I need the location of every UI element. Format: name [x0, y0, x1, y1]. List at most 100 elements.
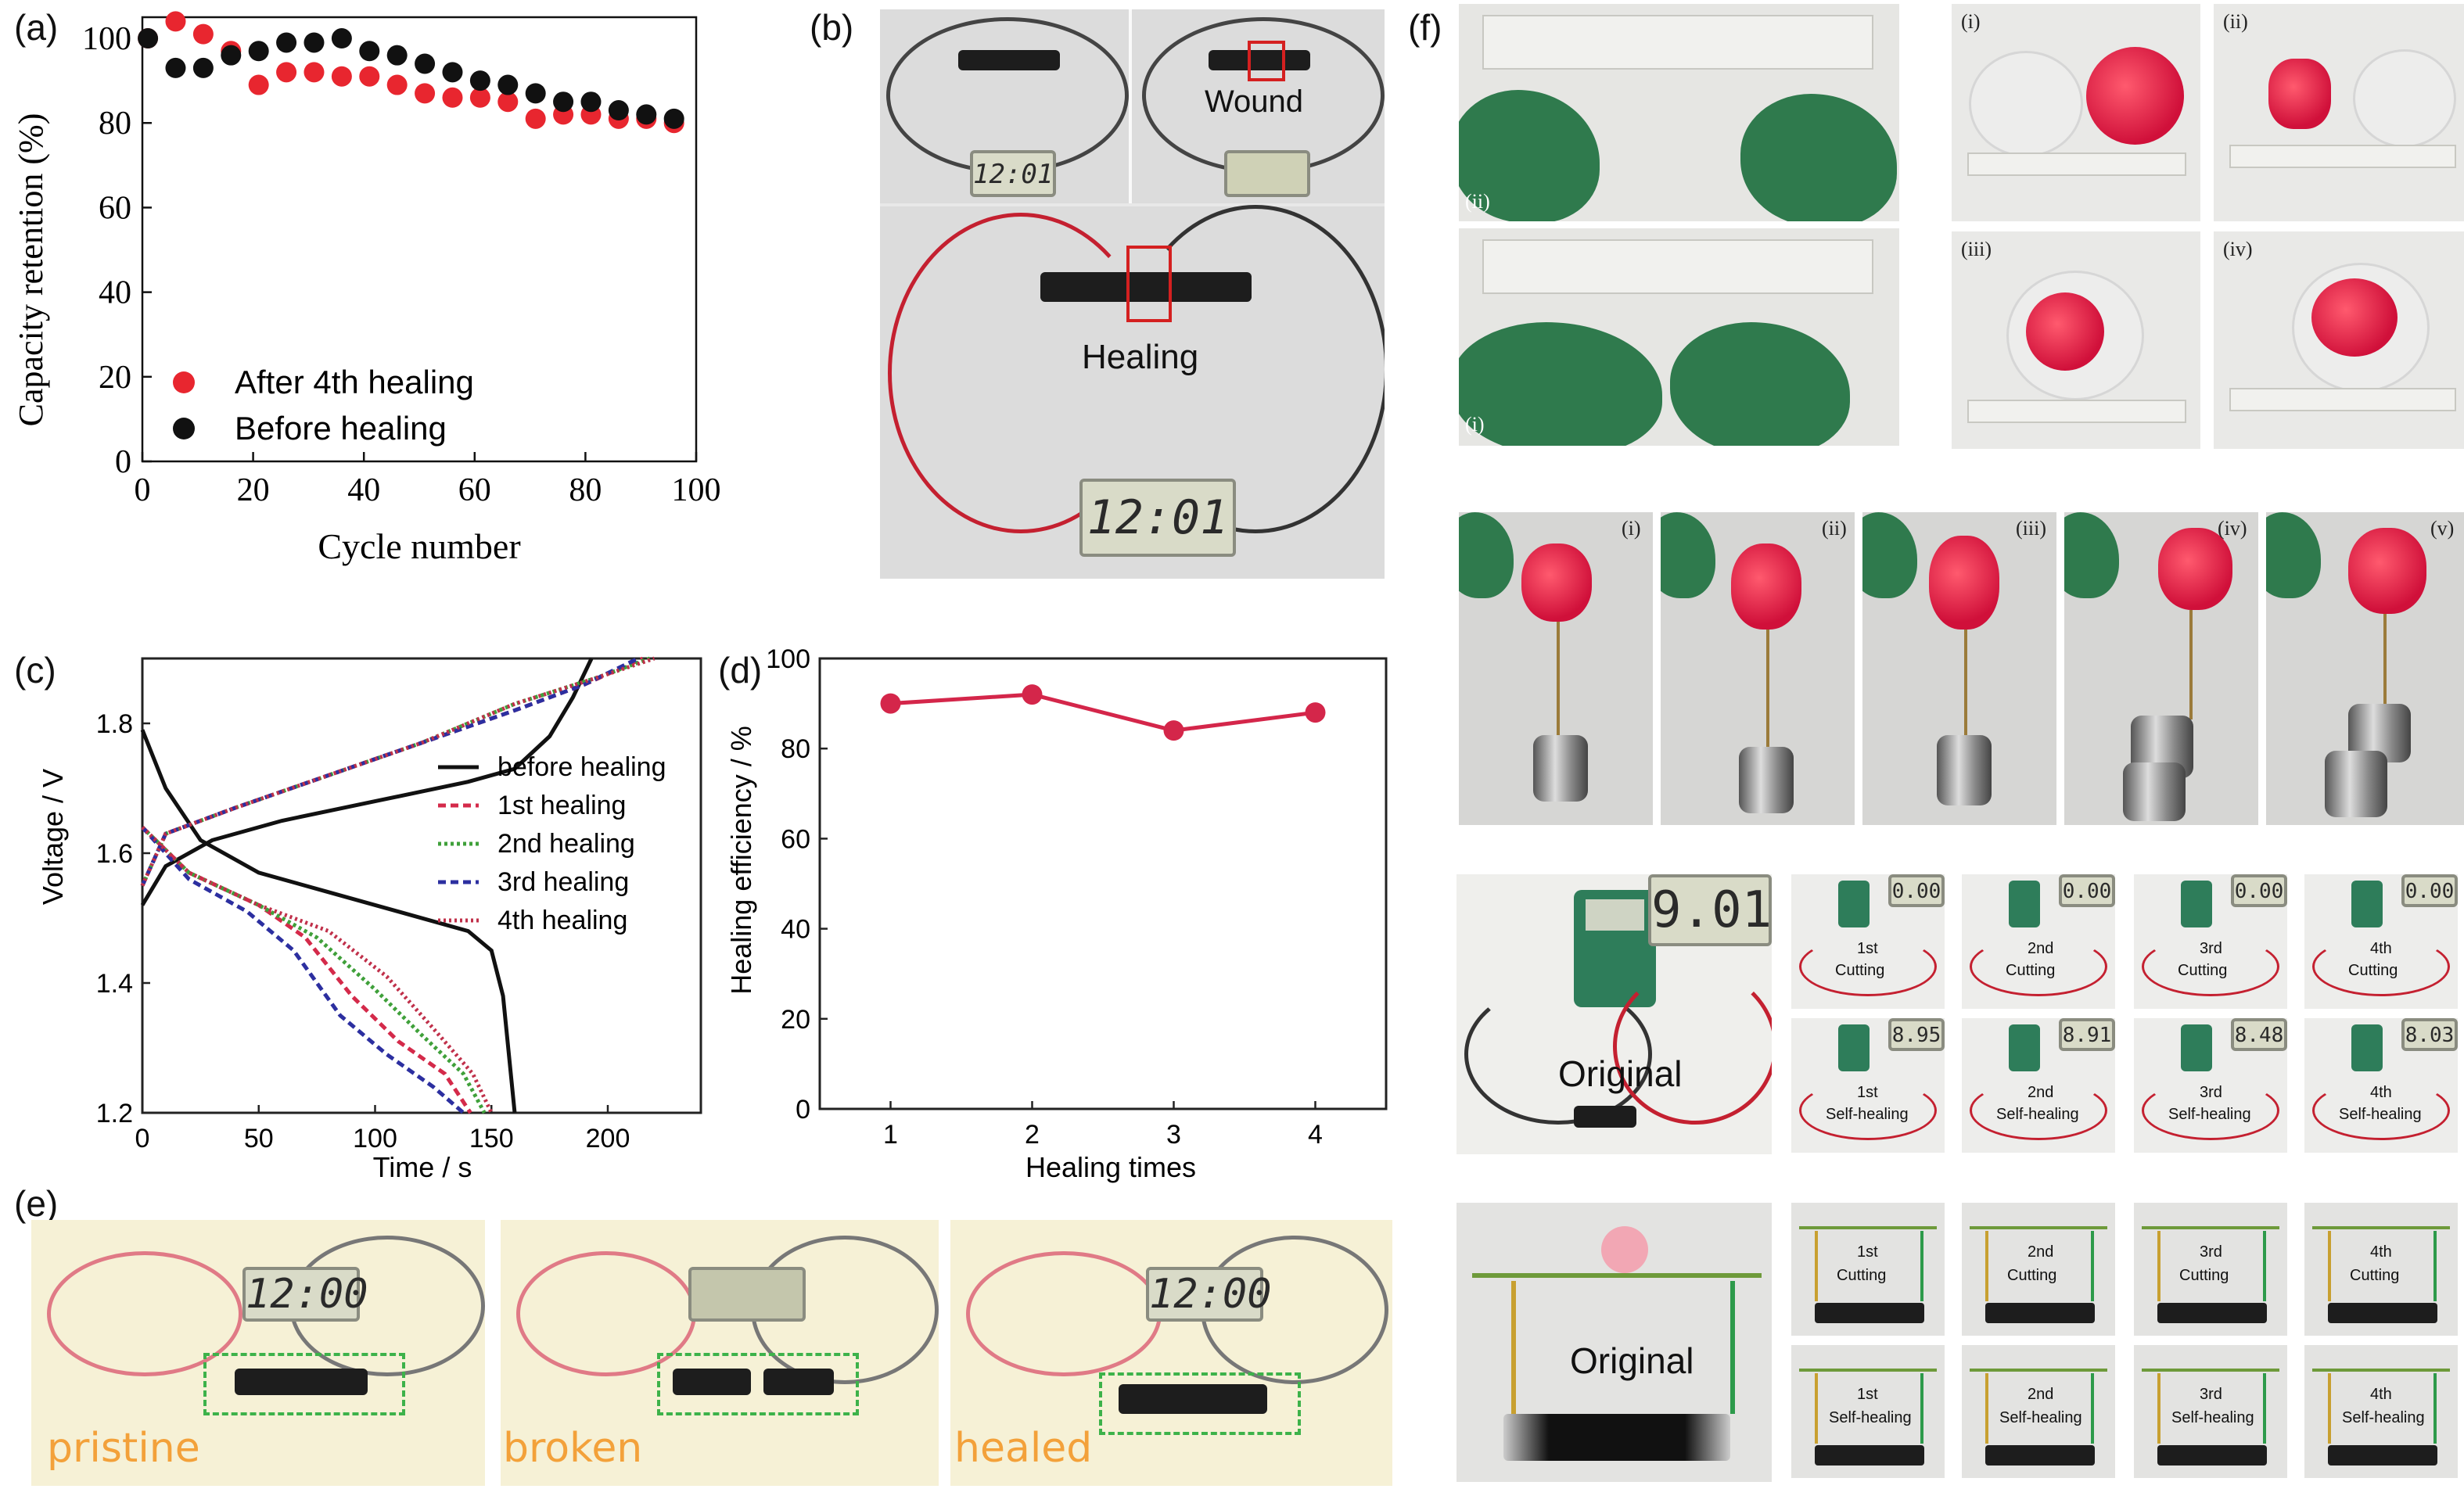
weight: [2325, 751, 2387, 817]
multimeter: [2009, 881, 2040, 927]
dashed-box: [1099, 1372, 1301, 1435]
hydrogel: [2086, 47, 2184, 145]
photo-f-tube-cutting-1: 1st Cutting: [1791, 1203, 1945, 1336]
chart-a-legend-label-0: After 4th healing: [235, 364, 474, 400]
sub-label: (ii): [2223, 10, 2248, 33]
wire: [1122, 205, 1385, 533]
photo-e-healed: 12:00 healed: [950, 1220, 1392, 1486]
chart-a-point-before: [359, 41, 380, 62]
chart-a-point-before: [469, 70, 490, 91]
wire: [1970, 937, 2107, 996]
wire: [2263, 1231, 2266, 1301]
wire: [2142, 1081, 2279, 1140]
chart-a-xtick-label: 0: [135, 472, 151, 508]
chart-d-frame: [818, 657, 1388, 1110]
chart-a-point-before: [386, 45, 408, 66]
ruler: [2229, 145, 2456, 168]
chart-a-point-after: [359, 66, 380, 87]
chart-a-xtick-label: 80: [569, 472, 602, 508]
wire: [2142, 937, 2279, 996]
chart-a-point-after: [192, 23, 214, 45]
wire: [2091, 1231, 2094, 1301]
photo-f-multimeter-cutting-1: 0.00 1st Cutting: [1791, 874, 1945, 1009]
grid-caption: Cutting: [2350, 1267, 2400, 1284]
photo-f-weight-ii: (ii): [1661, 512, 1855, 825]
battery-strip: [1574, 1106, 1636, 1128]
photo-f-multimeter-cutting-3: 0.00 3rd Cutting: [2134, 874, 2287, 1009]
weight: [1937, 735, 1992, 805]
chart-c-xtick-label: 100: [353, 1124, 397, 1153]
grid-ordinal: 1st: [1857, 1084, 1878, 1101]
grid-ordinal: 3rd: [2200, 1386, 2222, 1403]
wire: [1920, 1231, 1923, 1301]
chart-a-point-after: [442, 87, 463, 108]
wound-label: Wound: [1205, 84, 1304, 119]
chart-d-line: [890, 692, 1316, 733]
chart-d-ytick-label: 40: [781, 915, 810, 945]
wire: [1799, 1081, 1937, 1140]
wire: [2433, 1231, 2437, 1301]
multimeter-readout: 8.48: [2231, 1018, 2287, 1051]
grid-ordinal: 2nd: [2028, 1243, 2054, 1261]
grid-ordinal: 2nd: [2028, 940, 2054, 957]
healing-label: Healing: [1082, 338, 1199, 376]
photo-f-tube-healing-3: 3rd Self-healing: [2134, 1345, 2287, 1478]
chart-a-point-after: [386, 74, 408, 95]
chart-a-legend-marker-0: [173, 371, 195, 393]
wire: [1970, 1081, 2107, 1140]
photo-f-multimeter-cutting-2: 0.00 2nd Cutting: [1962, 874, 2115, 1009]
multimeter-readout: 9.01: [1648, 874, 1772, 946]
string: [2189, 610, 2193, 719]
petri-dish: [1969, 51, 2083, 157]
chart-d-point: [1305, 702, 1326, 723]
glove: [2064, 512, 2119, 598]
multimeter: [1838, 1024, 1870, 1071]
multimeter: [2351, 881, 2383, 927]
chart-c-legend-label-2: 2nd healing: [497, 829, 635, 859]
chart-a-ytick-label: 40: [99, 275, 131, 311]
battery-strip: [1985, 1445, 2095, 1466]
weight: [1533, 735, 1588, 802]
chart-a-ytick-label: 80: [99, 106, 131, 142]
photo-f-tube-healing-2: 2nd Self-healing: [1962, 1345, 2115, 1478]
wire: [2312, 1226, 2450, 1229]
label-broken: broken: [503, 1425, 643, 1472]
chart-c-line-charge-0: [140, 657, 594, 906]
label-pristine: pristine: [47, 1425, 200, 1472]
photo-f-multimeter-cutting-4: 0.00 4th Cutting: [2304, 874, 2458, 1009]
chart-a-point-before: [192, 57, 214, 78]
grid-caption: Self-healing: [1826, 1106, 1909, 1123]
wire: [2157, 1231, 2160, 1301]
hydrogel: [2158, 528, 2232, 610]
chart-d-ytick-label: 0: [796, 1095, 810, 1125]
photo-f-tube-cutting-2: 2nd Cutting: [1962, 1203, 2115, 1336]
chart-a-point-before: [248, 41, 269, 62]
wire: [966, 1251, 1162, 1376]
grid-ordinal: 3rd: [2200, 1243, 2222, 1261]
chart-d-ytick-label: 100: [766, 644, 810, 674]
original-label: Original: [1558, 1053, 1683, 1094]
chart-a-ytick-label: 0: [115, 444, 131, 480]
chart-c-xtick-label: 0: [135, 1124, 150, 1153]
grid-caption: Cutting: [2178, 962, 2228, 979]
battery-strip: [1040, 272, 1252, 302]
photo-f-weight-iv: (iv): [2064, 512, 2258, 825]
chart-c-line-discharge-3: [141, 826, 465, 1114]
chart-a-xtick-label: 100: [672, 472, 721, 508]
chart-c-line-discharge-4: [141, 826, 494, 1114]
grid-caption: Cutting: [1835, 962, 1885, 979]
wire: [1970, 1226, 2107, 1229]
chart-c-line-charge-4: [140, 656, 656, 887]
photo-f-dish-i: (i): [1952, 4, 2200, 221]
battery-strip: [763, 1369, 834, 1395]
chart-a-point-after: [469, 87, 490, 108]
multimeter-readout: 0.00: [2231, 874, 2287, 907]
chart-c-ytick-label: 1.8: [96, 709, 133, 739]
petri-dish: [2353, 49, 2456, 148]
multimeter-readout: 0.00: [2059, 874, 2115, 907]
wire: [47, 1251, 242, 1376]
photo-e-pristine: 12:00 pristine: [31, 1220, 485, 1486]
grid-caption: Cutting: [2007, 1267, 2057, 1284]
battery-strip: [1815, 1445, 1924, 1466]
